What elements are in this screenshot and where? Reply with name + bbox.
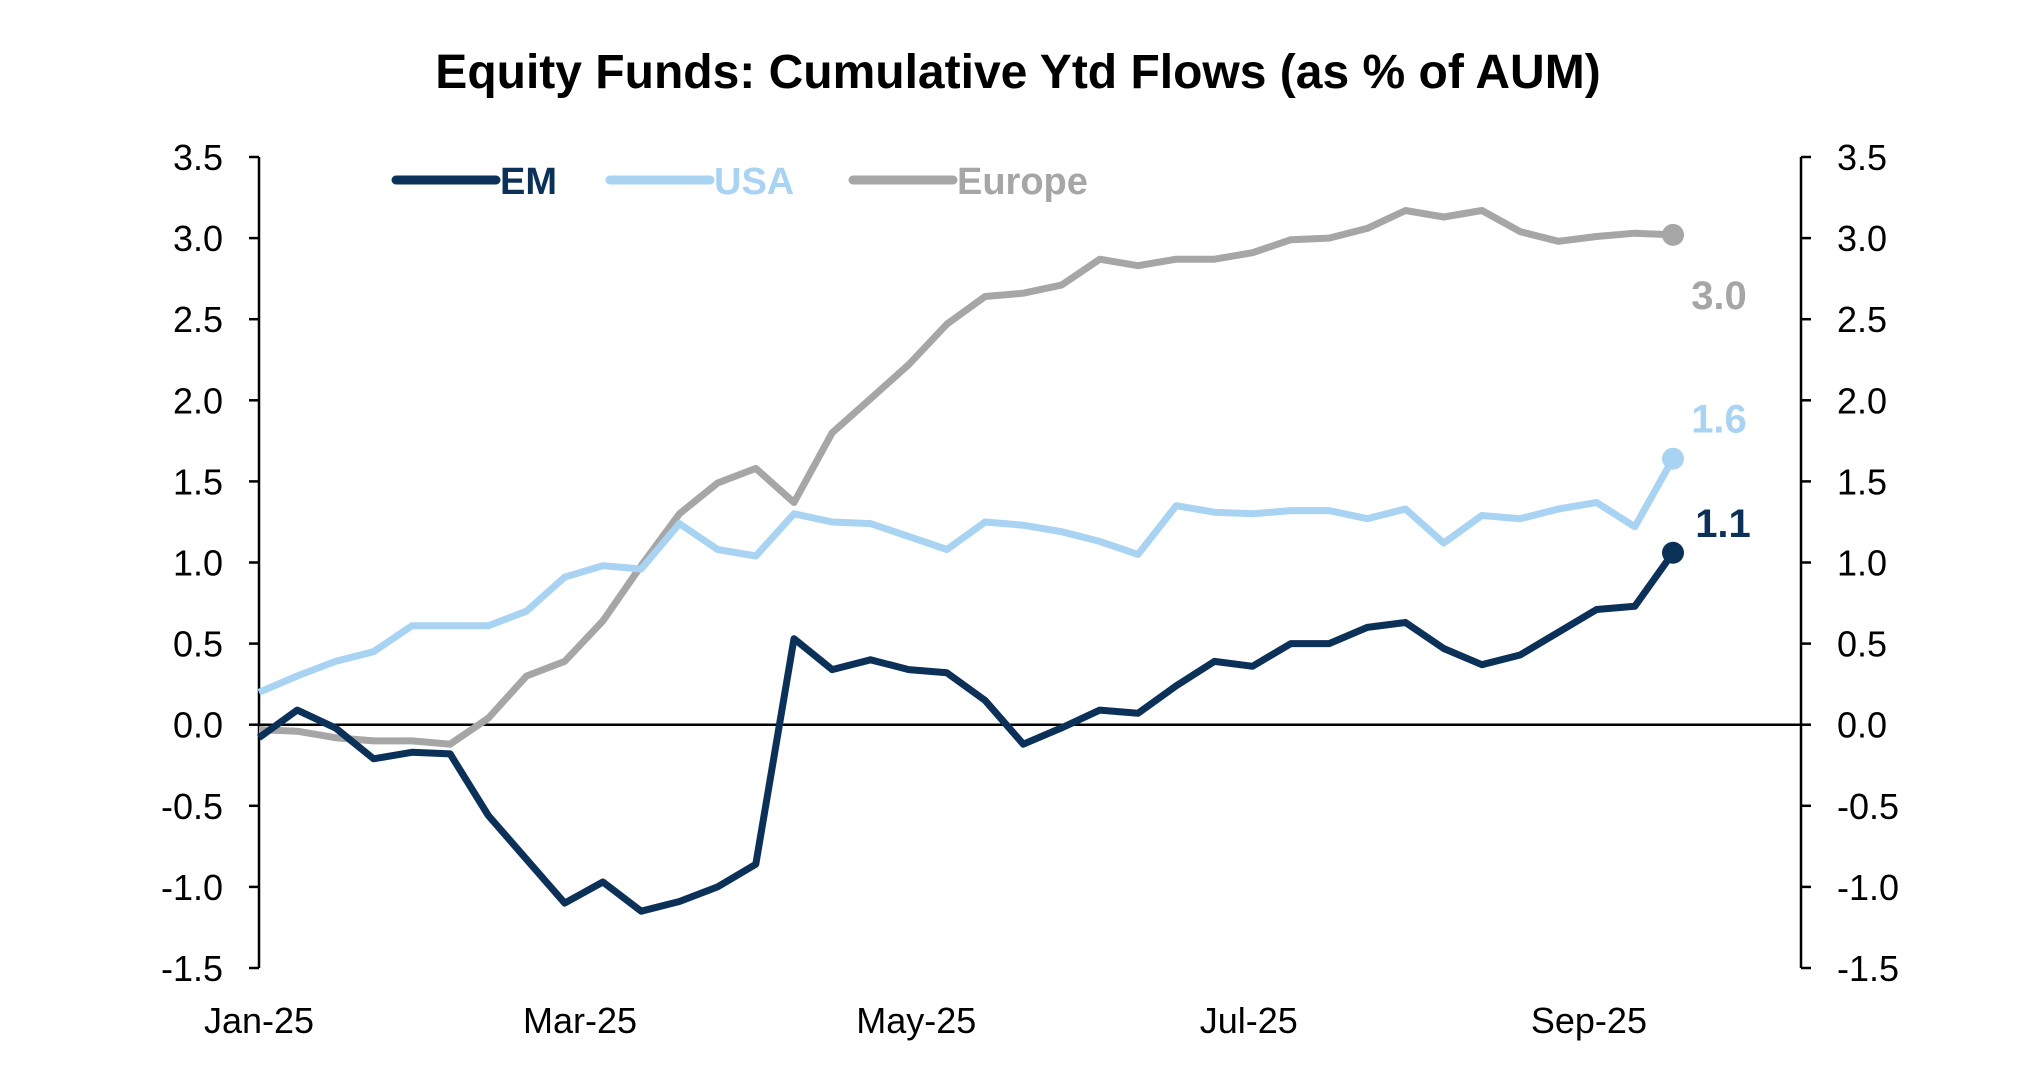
left-y-tick-label: -1.0 (161, 867, 223, 908)
left-y-tick-label: 1.0 (173, 543, 223, 584)
left-y-tick-label: 2.0 (173, 380, 223, 421)
x-tick-label: Mar-25 (523, 1000, 637, 1041)
right-y-tick-label: -0.5 (1837, 786, 1899, 827)
right-y-tick-label: 0.0 (1837, 705, 1887, 746)
left-y-tick-label: 1.5 (173, 461, 223, 502)
left-y-tick-label: 0.0 (173, 705, 223, 746)
left-y-tick-label: 3.0 (173, 218, 223, 259)
left-y-tick-label: 0.5 (173, 624, 223, 665)
end-value-label-usa: 1.6 (1691, 398, 1747, 442)
end-value-label-europe: 3.0 (1691, 274, 1747, 318)
series-line-usa (257, 456, 1677, 696)
x-tick-label: Jan-25 (204, 1000, 314, 1041)
end-point-marker-europe (1662, 223, 1684, 246)
right-y-tick-label: 1.5 (1837, 461, 1887, 502)
axes: 3.5 3.5 3.0 3.0 2.5 2.5 2.0 2.0 1.5 1.5 1.0 1.0 0.5 0… (161, 137, 1899, 1041)
legend-label-europe: Europe (957, 161, 1088, 203)
series-lines: 3.0 1.6 1.1 (256, 207, 1751, 915)
right-y-tick-label: 3.5 (1837, 137, 1887, 178)
series-line-europe (258, 207, 1674, 748)
right-y-tick-label: 2.5 (1837, 299, 1887, 340)
legend: EM USA Europe (391, 161, 1088, 203)
x-tick-label: Jul-25 (1200, 1000, 1298, 1041)
right-y-tick-label: -1.0 (1837, 867, 1899, 908)
end-point-marker-em (1662, 541, 1684, 564)
right-y-tick-label: 3.0 (1837, 218, 1887, 259)
right-y-tick-label: -1.5 (1837, 948, 1899, 989)
left-y-tick-label: 3.5 (173, 137, 223, 178)
chart-title: Equity Funds: Cumulative Ytd Flows (as %… (435, 46, 1600, 99)
left-y-tick-label: 2.5 (173, 299, 223, 340)
legend-label-usa: USA (714, 161, 794, 203)
left-y-tick-label: -0.5 (161, 786, 223, 827)
right-y-tick-label: 2.0 (1837, 380, 1887, 421)
end-value-label-em: 1.1 (1695, 502, 1751, 546)
right-y-tick-label: 1.0 (1837, 543, 1887, 584)
legend-label-em: EM (500, 161, 557, 203)
end-point-marker-usa (1662, 447, 1684, 470)
x-tick-label: Sep-25 (1531, 1000, 1647, 1041)
series-line-em (256, 550, 1676, 915)
x-tick-label: May-25 (856, 1000, 976, 1041)
right-y-tick-label: 0.5 (1837, 624, 1887, 665)
left-y-tick-label: -1.5 (161, 948, 223, 989)
